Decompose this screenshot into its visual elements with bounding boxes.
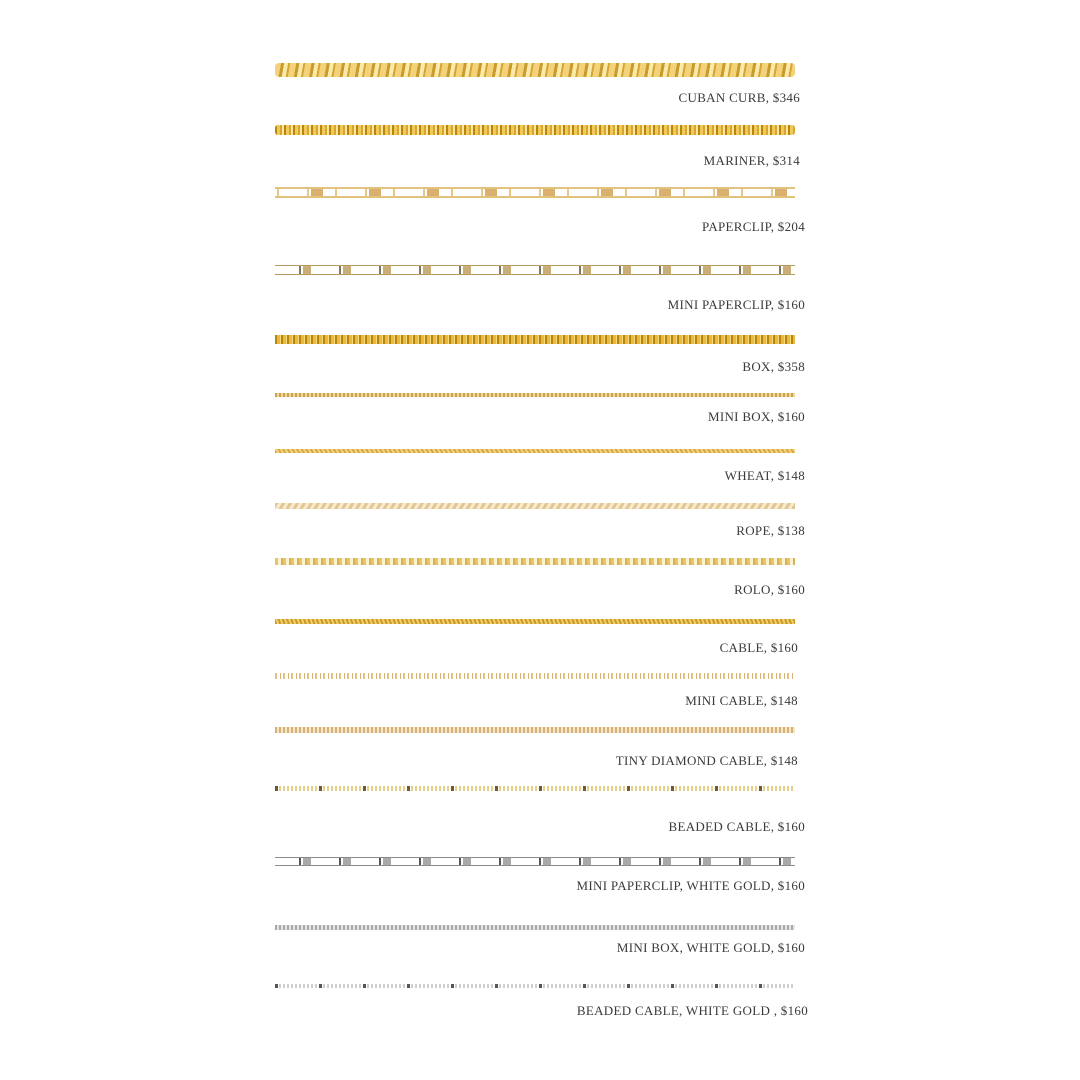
chain-image bbox=[275, 393, 795, 397]
chain-label: BEADED CABLE, WHITE GOLD , $160 bbox=[576, 1003, 808, 1018]
chain-image bbox=[275, 673, 795, 679]
chain-image bbox=[275, 503, 795, 509]
chain-image bbox=[275, 125, 795, 135]
chain-image bbox=[275, 857, 795, 866]
chain-label: MINI BOX, WHITE GOLD, $160 bbox=[616, 940, 805, 955]
chain-label: MINI PAPERCLIP, $160 bbox=[667, 297, 805, 312]
chain-image bbox=[275, 925, 795, 930]
chain-image bbox=[275, 727, 795, 733]
chain-label: ROLO, $160 bbox=[734, 582, 805, 597]
chain-image bbox=[275, 335, 795, 344]
chain-label: BOX, $358 bbox=[742, 359, 805, 374]
chain-label: MARINER, $314 bbox=[703, 153, 800, 168]
chain-label: PAPERCLIP, $204 bbox=[702, 219, 805, 234]
chain-label: MINI CABLE, $148 bbox=[685, 693, 798, 708]
chain-image bbox=[275, 449, 795, 453]
chain-label: MINI PAPERCLIP, WHITE GOLD, $160 bbox=[576, 878, 805, 893]
chain-image bbox=[275, 63, 795, 77]
chain-label: TINY DIAMOND CABLE, $148 bbox=[615, 753, 798, 768]
chain-label: BEADED CABLE, $160 bbox=[668, 819, 805, 834]
chain-label: CUBAN CURB, $346 bbox=[678, 90, 800, 105]
chain-label: CABLE, $160 bbox=[719, 640, 798, 655]
chain-label: ROPE, $138 bbox=[736, 523, 805, 538]
chain-label: MINI BOX, $160 bbox=[707, 409, 805, 424]
chain-image bbox=[275, 558, 795, 565]
chain-image bbox=[275, 786, 795, 791]
chain-image bbox=[275, 265, 795, 275]
chain-image bbox=[275, 619, 795, 624]
chain-label: WHEAT, $148 bbox=[724, 468, 805, 483]
chain-image bbox=[275, 187, 795, 198]
chain-image bbox=[275, 984, 795, 988]
